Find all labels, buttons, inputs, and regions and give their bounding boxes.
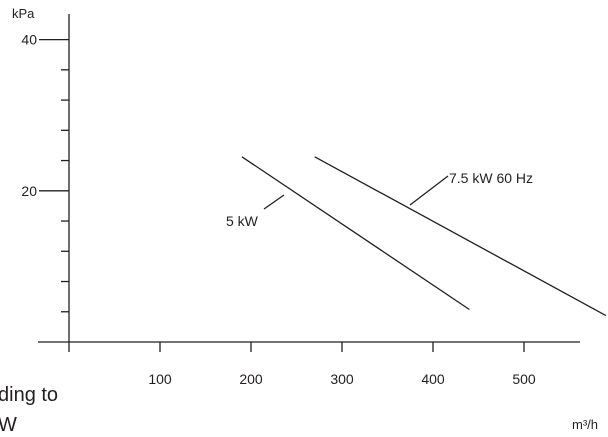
series-label-7-5kw: 7.5 kW 60 Hz (449, 170, 533, 186)
leader-line-5kw (263, 194, 285, 210)
x-tick-label-200: 200 (239, 371, 263, 387)
y-tick-label-20: 20 (21, 183, 37, 199)
series-lines (241, 156, 607, 317)
x-tick-label-400: 400 (421, 371, 445, 387)
x-tick-label-100: 100 (148, 371, 172, 387)
x-axis-label: m³/h (572, 417, 598, 432)
x-tick-label-500: 500 (512, 371, 536, 387)
cut-off-text-1: ding to (0, 384, 59, 406)
y-axis-label: kPa (12, 6, 35, 21)
series-label-5kw: 5 kW (226, 213, 259, 229)
ticks: 100 200 300 400 500 20 40 (21, 32, 535, 387)
x-tick-label-300: 300 (330, 371, 354, 387)
series-line-0 (241, 156, 470, 311)
cut-off-text-2: W (0, 414, 17, 436)
series-line-1 (314, 156, 607, 317)
leader-line-7-5kw (409, 175, 449, 206)
y-tick-label-40: 40 (21, 32, 37, 48)
